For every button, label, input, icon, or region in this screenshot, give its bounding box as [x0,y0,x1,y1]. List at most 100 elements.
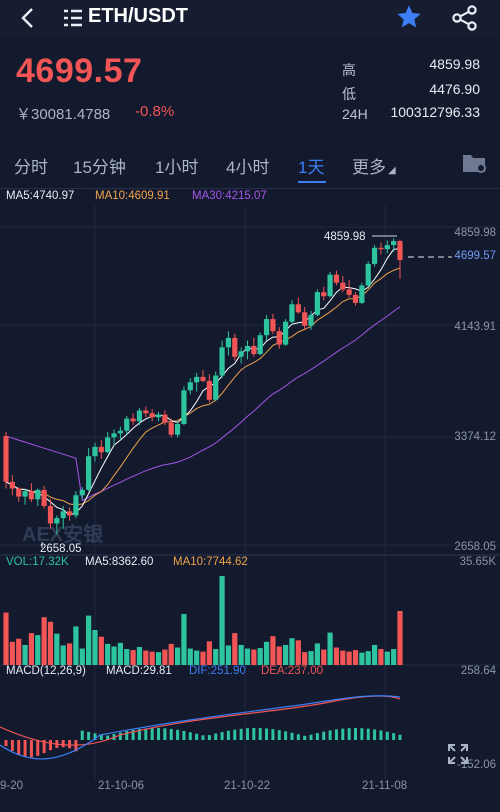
volume-bar [340,650,346,665]
volume-bar [365,651,371,665]
volume-bar [162,649,168,665]
ma5-label: MA5:4740.97 [6,190,75,202]
volume-bar [143,650,149,665]
macd-bar [214,733,218,740]
macd-bar [4,740,8,746]
volume-bar [295,640,301,665]
tab-1day[interactable]: 1天 [298,158,325,177]
volume-bar [244,648,251,665]
candle [276,331,282,345]
settings-folder-icon[interactable] [461,151,489,175]
volume-bar [257,648,263,665]
vol-label: VOL:17.32K [6,556,69,568]
candle [105,437,111,453]
volume-bar [378,649,384,665]
candle [352,294,359,303]
candle [79,489,85,496]
candle [54,518,60,524]
macd-bar [233,729,237,740]
axis-price-2: 4143.91 [454,321,496,333]
volume-bar [66,643,73,665]
volume-bar [276,646,282,665]
macd-bar [398,734,402,740]
fullscreen-icon[interactable] [446,742,470,766]
candle [346,289,352,295]
macd-bar [61,740,65,748]
candle [130,418,136,422]
candle [149,413,155,418]
macd-bar [80,730,84,740]
candle [213,375,219,400]
macd-bar [29,740,33,758]
candle [308,315,314,326]
tab-timeline[interactable]: 分时 [14,158,48,177]
last-price: 4699.57 [16,52,143,90]
list-menu-icon[interactable] [62,7,84,29]
macd-bar [373,729,377,740]
volume-bar [194,650,200,665]
candle [47,506,54,524]
volume-bar [352,650,359,665]
high-label: 高 [342,62,356,78]
candle [117,430,123,434]
macd-bar [150,728,154,740]
volume-bar [200,651,206,665]
volume-bar [327,632,333,665]
candle [9,481,15,489]
candle [168,422,174,435]
pair-title[interactable]: ETH/USDT [88,5,188,27]
tab-1hour[interactable]: 1小时 [155,158,199,177]
star-icon[interactable] [395,3,423,31]
volume-bar [391,649,397,665]
macd-bar [220,732,224,740]
candle [295,304,301,313]
macd-bar [328,730,332,740]
volume-bar [41,617,47,665]
candle [321,292,327,297]
tab-more[interactable]: 更多 ◢ [352,153,396,178]
candle [98,446,104,453]
macd-bar [392,733,396,740]
tab-4hour[interactable]: 4小时 [226,158,270,177]
tab-15min[interactable]: 15分钟 [73,158,126,177]
macd-bar [176,729,180,740]
candle [225,337,232,348]
candle [66,511,73,516]
candle [327,274,333,297]
candle [174,423,181,435]
volume-bar [130,650,136,665]
volume-bar [232,633,238,665]
share-icon[interactable] [451,4,479,32]
candle [35,489,41,500]
axis-price-1: 4859.98 [454,227,496,239]
volume-bar [289,638,295,665]
candle [257,335,263,355]
candle [219,347,225,376]
candle [397,241,403,260]
volume-bar [308,651,314,665]
volume-bar [213,649,219,665]
volume-bar [117,642,123,665]
macd-value: MACD:29.81 [106,665,172,677]
candle [86,456,92,490]
candle [60,511,66,519]
time-axis [0,780,500,812]
top-bar: ETH/USDT [0,0,500,38]
volume-bar [54,633,60,665]
candle [384,245,390,250]
grid-lines [0,205,500,780]
kline-chart[interactable]: AEX安银 4859.98 2658.05 [0,205,500,780]
chevron-left-icon[interactable] [18,6,38,30]
macd-bar [226,730,230,740]
volume-bar [47,621,54,665]
candle [187,382,193,391]
volume-bar [168,643,174,665]
volume-bar [35,635,41,665]
volume-bar [314,643,320,665]
macd-bar [48,740,52,751]
triangle-down-icon: ◢ [388,165,396,176]
volume-bar [371,644,378,665]
macd-label: MACD(12,26,9) [6,665,86,677]
axis-price-current: 4699.57 [454,250,496,262]
axis-price-4: 2658.05 [454,541,496,553]
